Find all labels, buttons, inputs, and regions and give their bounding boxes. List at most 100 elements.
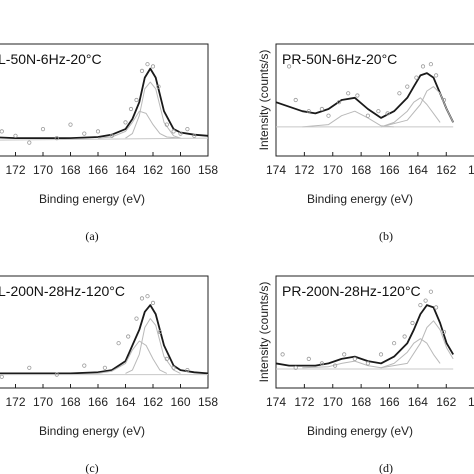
panel-b: 174 172 170 168 166 164 162 16 PR-50N-6Hz-20°C Bi… (257, 43, 474, 243)
x-tick-label: 174 (266, 395, 286, 409)
data-point (145, 62, 150, 67)
data-point (428, 289, 433, 294)
data-point (145, 294, 150, 299)
x-tick-label: 162 (143, 395, 163, 409)
data-point (192, 133, 197, 138)
data-point (293, 97, 298, 103)
data-point (123, 120, 128, 125)
x-tick-label: 172 (5, 163, 25, 177)
plot-frame (275, 275, 474, 389)
x-tick-label: 170 (323, 163, 343, 177)
data-point (102, 365, 108, 370)
series-line-component-2 (125, 318, 181, 374)
x-axis-label: Binding energy (eV) (39, 192, 145, 206)
data-point (336, 100, 342, 105)
panel-title: L-50N-6Hz-20°C (0, 51, 102, 67)
data-point (352, 356, 357, 361)
data-point (0, 129, 4, 134)
series-group (276, 289, 454, 370)
data-point (441, 97, 447, 103)
series-line-component-2 (125, 81, 181, 139)
series-line-component-3 (380, 320, 454, 369)
data-point (139, 68, 145, 74)
data-point (109, 133, 114, 138)
x-tick-label: 168 (60, 395, 80, 409)
data-point (405, 84, 410, 89)
series-line-component-1 (97, 340, 168, 374)
x-tick-label: 162 (436, 395, 456, 409)
data-point (27, 365, 32, 370)
data-point (397, 91, 402, 96)
series-line-envelope (276, 304, 454, 367)
x-axis-label: Binding energy (eV) (307, 424, 413, 438)
series-line-component-1 (302, 360, 382, 369)
panel-caption: (c) (85, 461, 98, 474)
series-line-component-2 (380, 97, 441, 128)
data-point (428, 62, 433, 67)
data-point (319, 106, 324, 112)
series-line-component-1 (302, 110, 395, 128)
data-point (82, 131, 87, 136)
plot-frame (275, 43, 474, 157)
x-tick-label: 162 (143, 163, 163, 177)
data-point (306, 356, 311, 361)
x-tick-label: 164 (408, 163, 428, 177)
data-point (171, 365, 176, 370)
x-tick-label: 172 (294, 395, 314, 409)
panel-caption: (b) (379, 229, 393, 243)
y-axis-label: Intensity (counts/s) (257, 50, 271, 151)
panel-title: L-200N-28Hz-120°C (0, 283, 125, 299)
data-point (134, 316, 139, 321)
data-point (27, 140, 32, 145)
series-line-envelope (0, 304, 208, 375)
data-point (365, 361, 370, 366)
panel-caption: (a) (85, 229, 98, 243)
x-tick-label: 158 (198, 395, 218, 409)
data-point (346, 91, 351, 96)
data-point (402, 334, 407, 339)
data-point (54, 136, 59, 141)
x-tick-label: 170 (33, 395, 53, 409)
data-point (306, 109, 311, 114)
x-tick-label: 160 (170, 163, 190, 177)
x-axis-label: Binding energy (eV) (39, 424, 145, 438)
data-point (293, 365, 298, 370)
data-point (157, 329, 162, 335)
x-tick-label: 172 (294, 163, 314, 177)
x-tick-label: 168 (351, 163, 371, 177)
x-tick-label: 164 (408, 395, 428, 409)
panel-title: PR-200N-28Hz-120°C (282, 283, 421, 299)
data-point (54, 372, 59, 377)
x-tick-label: 172 (5, 395, 25, 409)
data-point (95, 129, 101, 134)
data-point (376, 109, 381, 114)
data-point (433, 305, 439, 310)
x-tick-label: 168 (60, 163, 80, 177)
data-point (378, 352, 384, 357)
panel-c: 172 170 168 166 164 162 160 158 L-200N-28Hz-120°… (0, 275, 218, 474)
x-tick-label: 164 (115, 395, 135, 409)
x-tick-label: 170 (323, 395, 343, 409)
x-tick-label: 164 (115, 163, 135, 177)
data-point (365, 113, 370, 118)
series-line-background (0, 137, 208, 141)
x-tick-label: 174 (266, 163, 286, 177)
data-point (385, 111, 390, 116)
data-point (418, 302, 423, 308)
data-point (332, 363, 338, 368)
data-point (13, 133, 18, 138)
data-point (286, 64, 292, 69)
panel-title: PR-50N-6Hz-20°C (282, 51, 397, 67)
data-point (185, 367, 190, 373)
data-point (414, 75, 419, 80)
data-point (433, 73, 439, 78)
panel-caption: (d) (379, 461, 393, 474)
data-point (185, 127, 190, 132)
data-point (82, 363, 87, 368)
x-tick-label: 166 (379, 395, 399, 409)
x-tick-label: 166 (379, 163, 399, 177)
x-tick-label: 166 (88, 395, 108, 409)
data-point (126, 334, 131, 339)
